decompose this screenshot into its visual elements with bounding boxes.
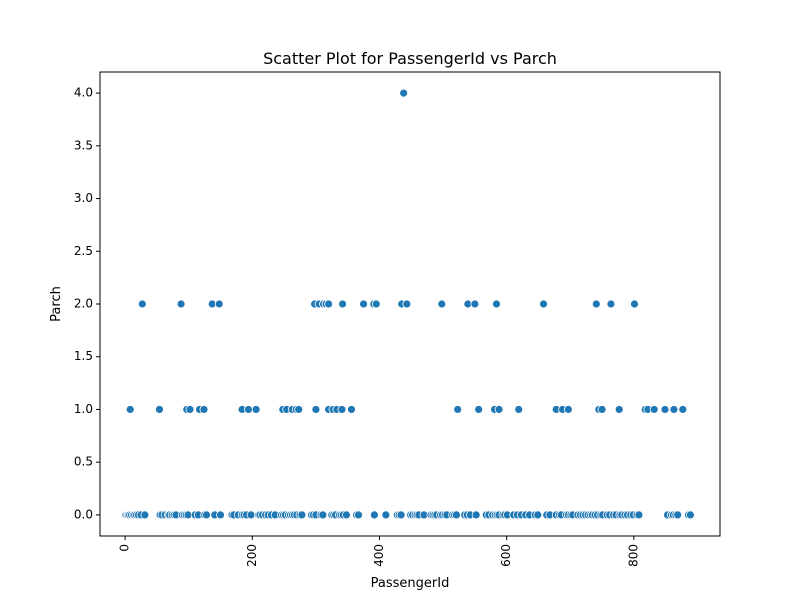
data-points	[121, 88, 695, 520]
data-point	[369, 510, 379, 520]
y-tick-label: 3.0	[74, 191, 93, 205]
data-point	[297, 510, 307, 520]
y-tick-label: 1.5	[74, 349, 93, 363]
data-point	[214, 299, 224, 309]
data-point	[324, 299, 334, 309]
x-tick-label: 600	[499, 544, 513, 567]
data-point	[311, 405, 321, 414]
data-point	[453, 405, 463, 414]
data-point	[514, 405, 524, 414]
data-point	[342, 510, 351, 520]
data-point	[338, 299, 347, 309]
data-point	[597, 405, 607, 414]
data-point	[563, 405, 573, 414]
data-point	[396, 510, 406, 520]
x-tick-label: 200	[245, 544, 259, 567]
x-tick-label: 400	[372, 544, 386, 567]
y-tick-label: 1.0	[74, 402, 93, 416]
data-point	[359, 299, 368, 309]
y-tick-label: 3.5	[74, 138, 93, 152]
data-point	[354, 510, 363, 520]
data-point	[199, 405, 209, 414]
data-point	[402, 299, 412, 309]
y-tick-label: 2.0	[74, 297, 93, 311]
data-point	[381, 510, 391, 520]
data-point	[673, 510, 683, 520]
data-point	[678, 405, 688, 414]
chart-title: Scatter Plot for PassengerId vs Parch	[263, 49, 557, 68]
data-point	[337, 405, 347, 414]
data-point	[251, 405, 261, 414]
data-point	[606, 299, 616, 309]
data-point	[371, 299, 381, 309]
x-tick-label: 0	[118, 544, 132, 552]
data-point	[216, 510, 225, 520]
x-axis-label: PassengerId	[371, 576, 450, 591]
x-tick-label: 800	[626, 544, 640, 567]
y-tick-label: 4.0	[74, 86, 93, 100]
data-point	[494, 405, 504, 414]
data-point	[202, 510, 211, 520]
y-tick-label: 0.0	[74, 507, 93, 521]
data-point	[155, 405, 164, 414]
data-point	[539, 299, 548, 309]
data-point	[185, 405, 195, 414]
data-point	[669, 405, 679, 414]
y-tick-label: 2.5	[74, 244, 93, 258]
data-point	[399, 88, 409, 98]
data-point	[591, 299, 601, 309]
data-point	[125, 405, 135, 414]
y-tick-label: 0.5	[74, 455, 93, 469]
data-point	[492, 299, 501, 309]
data-point	[244, 405, 253, 414]
data-point	[140, 510, 150, 520]
data-point	[294, 405, 304, 414]
data-point	[137, 299, 147, 309]
data-point	[533, 510, 543, 520]
data-point	[452, 510, 461, 520]
y-axis-ticks: 0.0 0.5 1.0 1.5 2.0 2.5 3.0 3.5 4.0	[74, 86, 100, 521]
data-point	[176, 299, 186, 309]
data-point	[318, 510, 328, 520]
data-point	[649, 405, 659, 414]
data-point	[471, 510, 481, 520]
x-axis-ticks: 0 200 400 600 800	[118, 536, 640, 567]
data-point	[437, 299, 447, 309]
data-point	[686, 510, 695, 520]
data-point	[246, 510, 256, 520]
data-point	[634, 510, 644, 520]
data-point	[660, 405, 670, 414]
data-point	[630, 299, 639, 309]
data-point	[614, 405, 624, 414]
data-point	[347, 405, 356, 414]
y-axis-label: Parch	[49, 286, 64, 322]
data-point	[474, 405, 484, 414]
data-point	[470, 299, 480, 309]
